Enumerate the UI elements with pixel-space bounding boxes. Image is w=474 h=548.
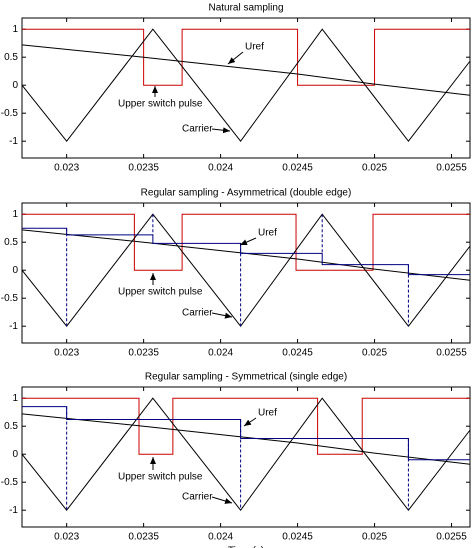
y-tick-label: 1 xyxy=(12,24,18,35)
x-tick-label: 0.0245 xyxy=(282,532,313,543)
annotation-arrow xyxy=(211,312,233,319)
x-tick-label: 0.0235 xyxy=(128,348,159,359)
x-tick-label: 0.025 xyxy=(362,348,387,359)
line-series xyxy=(66,214,409,327)
y-tick-label: -0.5 xyxy=(1,477,19,488)
y-tick-label: -1 xyxy=(9,505,18,516)
y-tick-label: 0 xyxy=(12,449,18,460)
annotation-arrow xyxy=(227,51,244,65)
chart-title: Natural sampling xyxy=(208,3,283,14)
annotation: Uref xyxy=(258,408,277,419)
x-tick-label: 0.024 xyxy=(208,532,233,543)
line-series xyxy=(22,213,470,271)
y-tick-label: 0 xyxy=(12,80,18,91)
x-tick-label: 0.023 xyxy=(54,348,79,359)
line-series xyxy=(21,28,471,143)
x-tick-label: 0.024 xyxy=(208,163,233,174)
annotation-arrow xyxy=(211,496,233,504)
line-series xyxy=(66,406,409,511)
x-tick-label: 0.0235 xyxy=(128,532,159,543)
annotation-arrow xyxy=(239,237,257,246)
annotation: Upper switch pulse xyxy=(118,472,203,483)
x-tick-label: 0.025 xyxy=(362,532,387,543)
y-tick-label: -0.5 xyxy=(1,293,19,304)
x-tick-label: 0.0255 xyxy=(436,163,467,174)
y-tick-label: 1 xyxy=(12,209,18,220)
x-tick-label: 0.025 xyxy=(362,163,387,174)
annotation: Carrier xyxy=(182,492,213,503)
line-series xyxy=(21,229,471,281)
chart-title: Regular sampling - Symmetrical (single e… xyxy=(145,372,347,383)
annotation-arrow xyxy=(211,127,231,134)
plot-area xyxy=(21,17,471,159)
annotation: Carrier xyxy=(182,124,213,135)
x-tick-label: 0.0255 xyxy=(436,348,467,359)
x-tick-label: 0.0255 xyxy=(436,532,467,543)
annotation: Upper switch pulse xyxy=(118,99,203,110)
x-axis-label: Time (s) xyxy=(228,546,264,548)
y-tick-label: -1 xyxy=(9,321,18,332)
annotation: Upper switch pulse xyxy=(118,287,203,298)
x-tick-label: 0.023 xyxy=(54,163,79,174)
annotation: Carrier xyxy=(182,308,213,319)
y-tick-label: 0 xyxy=(12,265,18,276)
y-tick-label: 1 xyxy=(12,393,18,404)
y-tick-label: 0.5 xyxy=(4,237,18,248)
x-tick-label: 0.0235 xyxy=(128,163,159,174)
line-series xyxy=(21,44,471,96)
x-tick-label: 0.023 xyxy=(54,532,79,543)
chart-title: Regular sampling - Asymmetrical (double … xyxy=(141,188,352,199)
annotation: Uref xyxy=(258,228,277,239)
y-tick-label: 0.5 xyxy=(4,52,18,63)
y-tick-label: -1 xyxy=(9,136,18,147)
y-tick-label: -0.5 xyxy=(1,108,19,119)
x-tick-label: 0.0245 xyxy=(282,163,313,174)
x-tick-label: 0.024 xyxy=(208,348,233,359)
plot-area xyxy=(21,386,471,528)
x-tick-label: 0.0245 xyxy=(282,348,313,359)
y-tick-label: 0.5 xyxy=(4,421,18,432)
annotation-arrow xyxy=(243,417,257,427)
plot-area xyxy=(21,202,471,344)
annotation: Uref xyxy=(245,42,264,53)
